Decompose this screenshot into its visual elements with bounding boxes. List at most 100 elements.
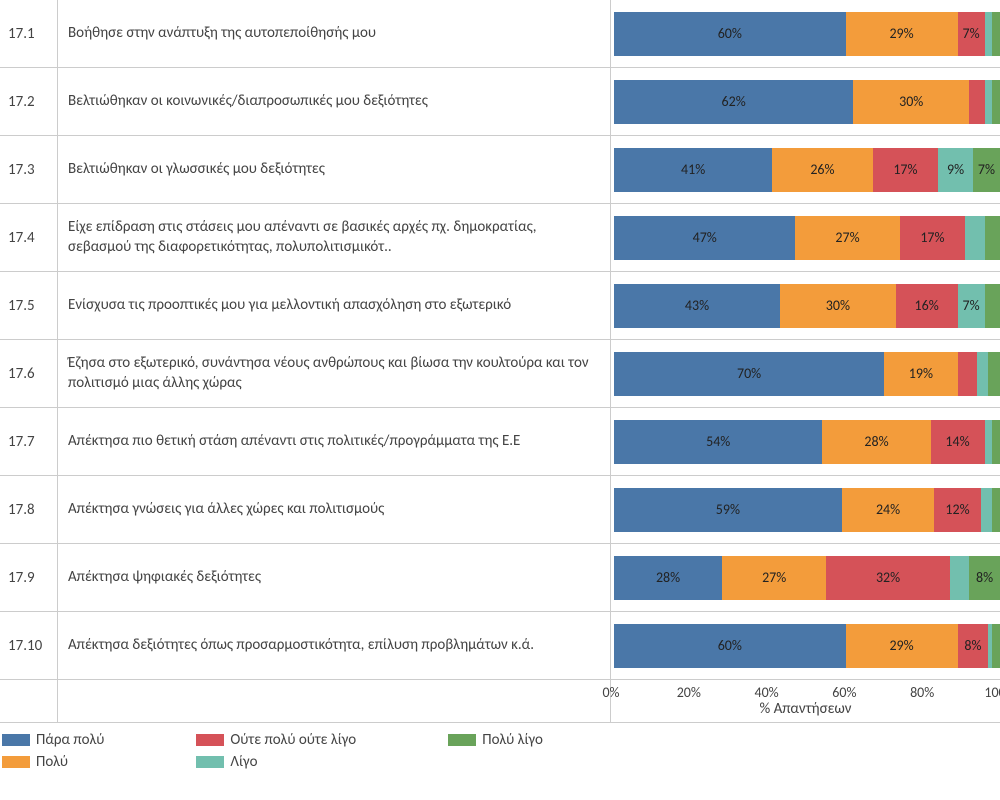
legend-swatch xyxy=(196,734,224,746)
segment-value: 30% xyxy=(826,297,850,314)
row-id: 17.6 xyxy=(0,340,58,407)
row-label: Έζησα στο εξωτερικό, συνάντησα νέους ανθ… xyxy=(58,340,611,407)
segment-value: 27% xyxy=(835,229,859,246)
bar-segment-ligo xyxy=(950,556,969,600)
bar-segment-ligo xyxy=(985,12,993,56)
bar-segment-neutral: 17% xyxy=(873,148,939,192)
bar-segment-poly: 28% xyxy=(822,420,930,464)
row-label: Απέκτησα ψηφιακές δεξιότητες xyxy=(58,544,611,611)
axis-row: 0%20%40%60%80%100% % Απαντήσεων xyxy=(0,680,1000,723)
bar-segment-para_poly: 62% xyxy=(614,80,853,124)
legend-item: Πολύ λίγο xyxy=(448,729,543,751)
row-bar-cell: 70% 19% xyxy=(611,340,1000,407)
chart-row: 17.9Απέκτησα ψηφιακές δεξιότητες28% 27% 32… xyxy=(0,544,1000,612)
segment-value: 28% xyxy=(864,433,888,450)
bar-segment-neutral: 7% xyxy=(958,12,985,56)
bar-segment-para_poly: 59% xyxy=(614,488,842,532)
bar-segment-ligo: 7% xyxy=(958,284,985,328)
bar-segment-neutral: 8% xyxy=(958,624,989,668)
bar-segment-poly_ligo xyxy=(985,284,1000,328)
segment-value: 47% xyxy=(693,229,717,246)
bar-segment-para_poly: 43% xyxy=(614,284,780,328)
chart-row: 17.1Βοήθησε στην ανάπτυξη της αυτοπεποίθ… xyxy=(0,0,1000,68)
segment-value: 16% xyxy=(915,297,939,314)
x-tick: 0% xyxy=(602,684,619,701)
row-label: Απέκτησα πιο θετική στάση απέναντι στις … xyxy=(58,408,611,475)
x-axis-ticks: 0%20%40%60%80%100% xyxy=(611,680,1000,698)
row-id: 17.5 xyxy=(0,272,58,339)
row-id: 17.10 xyxy=(0,612,58,679)
bar-segment-para_poly: 41% xyxy=(614,148,772,192)
segment-value: 32% xyxy=(876,569,900,586)
bar-segment-para_poly: 54% xyxy=(614,420,822,464)
bar-segment-para_poly: 60% xyxy=(614,624,846,668)
bar-segment-poly: 19% xyxy=(884,352,957,396)
bar-segment-poly: 27% xyxy=(722,556,826,600)
bar-segment-ligo xyxy=(977,352,989,396)
x-tick: 60% xyxy=(832,684,856,701)
segment-value: 7% xyxy=(962,25,979,42)
segment-value: 14% xyxy=(945,433,969,450)
stacked-bar: 28% 27% 32% 8% xyxy=(614,556,1000,600)
row-id: 17.4 xyxy=(0,204,58,271)
stacked-bar: 41% 26% 17% 9% 7% xyxy=(614,148,1000,192)
segment-value: 7% xyxy=(962,297,979,314)
row-id: 17.9 xyxy=(0,544,58,611)
bar-segment-poly_ligo: 8% xyxy=(969,556,1000,600)
bar-segment-ligo: 9% xyxy=(938,148,973,192)
segment-value: 54% xyxy=(706,433,730,450)
legend-item: Ούτε πολύ ούτε λίγο xyxy=(196,729,356,751)
x-axis-title: % Απαντήσεων xyxy=(611,698,1000,718)
bar-segment-poly: 27% xyxy=(795,216,899,260)
bar-segment-poly: 30% xyxy=(780,284,896,328)
segment-value: 27% xyxy=(762,569,786,586)
bar-segment-poly_ligo xyxy=(992,624,1000,668)
survey-stacked-bar-chart: 17.1Βοήθησε στην ανάπτυξη της αυτοπεποίθ… xyxy=(0,0,1000,800)
bar-segment-ligo xyxy=(981,488,993,532)
bar-segment-para_poly: 47% xyxy=(614,216,795,260)
legend-item: Πάρα πολύ xyxy=(2,729,104,751)
bar-segment-poly: 26% xyxy=(772,148,872,192)
bar-segment-para_poly: 28% xyxy=(614,556,722,600)
row-bar-cell: 54% 28% 14% xyxy=(611,408,1000,475)
row-label: Απέκτησα γνώσεις για άλλες χώρες και πολ… xyxy=(58,476,611,543)
segment-value: 41% xyxy=(681,161,705,178)
segment-value: 30% xyxy=(899,93,923,110)
x-axis: 0%20%40%60%80%100% % Απαντήσεων xyxy=(611,680,1000,722)
chart-row: 17.2Βελτιώθηκαν οι κοινωνικές/διαπροσωπι… xyxy=(0,68,1000,136)
bar-segment-neutral xyxy=(969,80,984,124)
bar-segment-ligo xyxy=(985,80,993,124)
chart-row: 17.4Είχε επίδραση στις στάσεις μου απένα… xyxy=(0,204,1000,272)
row-bar-cell: 43% 30% 16% 7% xyxy=(611,272,1000,339)
x-tick: 100% xyxy=(984,684,1000,701)
stacked-bar: 59%24% 12% xyxy=(614,488,1000,532)
row-label: Απέκτησα δεξιότητες όπως προσαρμοστικότη… xyxy=(58,612,611,679)
segment-value: 17% xyxy=(893,161,917,178)
bar-segment-para_poly: 60% xyxy=(614,12,846,56)
chart-row: 17.3Βελτιώθηκαν οι γλωσσικές μου δεξιότη… xyxy=(0,136,1000,204)
chart-row: 17.5Ενίσχυσα τις προοπτικές μου για μελλ… xyxy=(0,272,1000,340)
segment-value: 62% xyxy=(722,93,746,110)
legend: Πάρα πολύΠολύΟύτε πολύ ούτε λίγοΛίγοΠολύ… xyxy=(0,723,1000,775)
bar-segment-poly_ligo xyxy=(992,420,1000,464)
axis-spacer-label xyxy=(58,680,611,722)
bar-segment-poly: 24% xyxy=(842,488,935,532)
row-bar-cell: 28% 27% 32% 8% xyxy=(611,544,1000,611)
bar-segment-poly_ligo xyxy=(985,216,1000,260)
row-bar-cell: 41% 26% 17% 9% 7% xyxy=(611,136,1000,203)
row-bar-cell: 60%29%7% xyxy=(611,0,1000,67)
row-id: 17.1 xyxy=(0,0,58,67)
chart-row: 17.10Απέκτησα δεξιότητες όπως προσαρμοστ… xyxy=(0,612,1000,680)
legend-item: Πολύ xyxy=(2,751,104,773)
bar-segment-neutral xyxy=(958,352,977,396)
stacked-bar: 47%27%17% xyxy=(614,216,1000,260)
segment-value: 43% xyxy=(685,297,709,314)
segment-value: 12% xyxy=(945,501,969,518)
stacked-bar: 60%29%8% xyxy=(614,624,1000,668)
segment-value: 70% xyxy=(737,365,761,382)
segment-value: 8% xyxy=(976,569,993,586)
segment-value: 9% xyxy=(947,161,964,178)
stacked-bar: 60%29%7% xyxy=(614,12,1000,56)
bar-segment-poly_ligo: 7% xyxy=(973,148,1000,192)
bar-segment-ligo xyxy=(965,216,984,260)
